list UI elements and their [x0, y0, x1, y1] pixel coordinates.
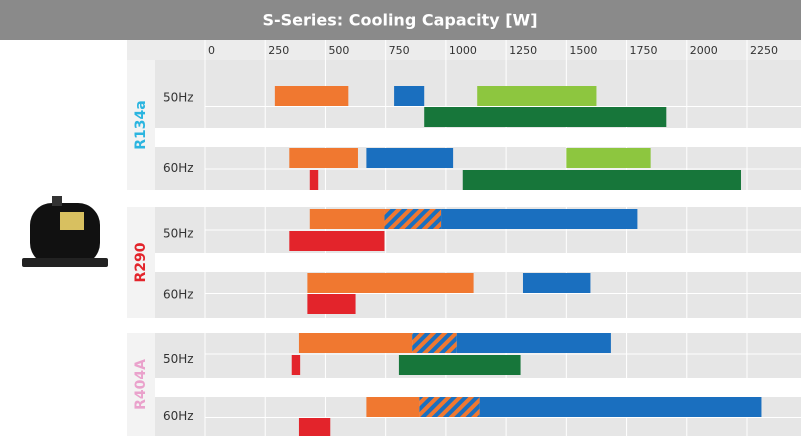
range-bar	[366, 148, 453, 168]
refrigerant-label: R290	[133, 242, 149, 282]
refrigerant-label: R134a	[133, 100, 149, 149]
range-bar	[463, 170, 741, 190]
range-bar	[310, 170, 318, 190]
range-bar	[441, 209, 637, 229]
range-bar	[424, 107, 666, 127]
range-bar	[394, 86, 424, 106]
range-bar	[299, 418, 330, 436]
range-bar	[307, 273, 473, 293]
row-band	[155, 272, 801, 318]
range-bar	[310, 209, 385, 229]
range-bar	[292, 355, 300, 375]
x-tick-label: 750	[389, 44, 410, 57]
refrigerant-label: R404A	[133, 359, 149, 410]
frequency-label: 60Hz	[163, 161, 194, 175]
x-tick-label: 500	[328, 44, 349, 57]
x-tick-label: 1000	[449, 44, 477, 57]
x-tick-label: 2000	[690, 44, 718, 57]
frequency-label: 50Hz	[163, 352, 194, 366]
x-tick-label: 1750	[630, 44, 658, 57]
chart: S-Series: Cooling Capacity [W] R134a 50Hz…	[0, 0, 801, 436]
frequency-label: 50Hz	[163, 91, 194, 105]
range-bar	[419, 397, 479, 417]
range-bar	[307, 294, 355, 314]
frequency-label: 50Hz	[163, 227, 194, 241]
range-bar	[289, 148, 358, 168]
x-tick-label: 250	[268, 44, 289, 57]
frequency-label: 60Hz	[163, 288, 194, 302]
range-bar	[523, 273, 590, 293]
range-bar	[457, 333, 611, 353]
range-bar	[366, 397, 419, 417]
range-bar	[289, 231, 384, 251]
range-bar	[566, 148, 650, 168]
x-tick-label: 1500	[569, 44, 597, 57]
chart-title: S-Series: Cooling Capacity [W]	[262, 11, 537, 30]
x-tick-label: 2250	[750, 44, 778, 57]
range-bar	[412, 333, 457, 353]
range-bar	[384, 209, 441, 229]
range-bar	[275, 86, 348, 106]
frequency-label: 60Hz	[163, 409, 194, 423]
range-bar	[399, 355, 521, 375]
x-tick-label: 1250	[509, 44, 537, 57]
range-bar	[477, 86, 596, 106]
x-tick-label: 0	[208, 44, 215, 57]
range-bar	[299, 333, 412, 353]
range-bar	[480, 397, 762, 417]
